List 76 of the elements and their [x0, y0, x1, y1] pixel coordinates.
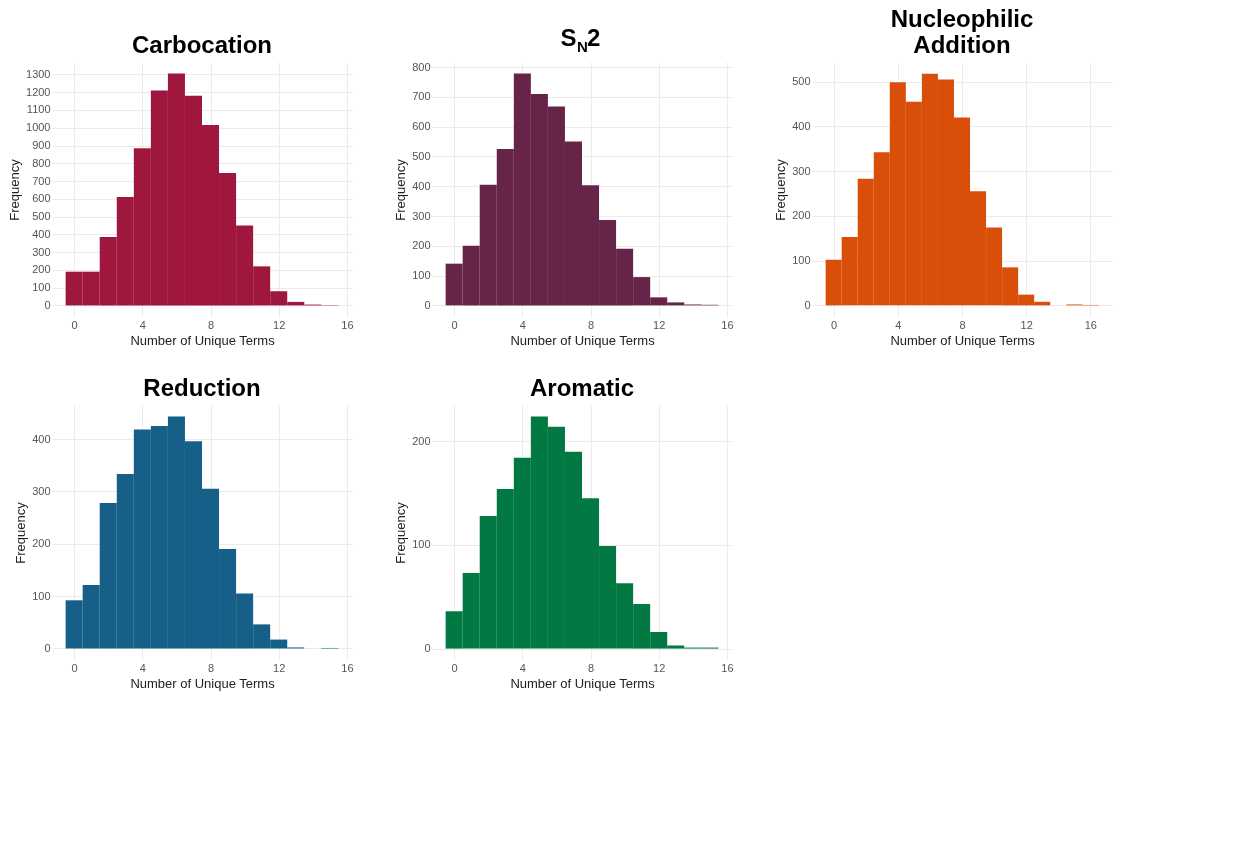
y-tick-label: 300: [32, 484, 51, 497]
chart-title: Aromatic: [529, 374, 635, 401]
y-tick-label: 100: [32, 281, 51, 294]
y-tick-label: 300: [792, 164, 811, 177]
y-tick-label: 100: [412, 538, 431, 551]
y-tick-label: 700: [32, 174, 51, 187]
y-tick-label: 0: [44, 641, 51, 654]
x-tick-label: 0: [451, 318, 458, 331]
y-tick-label: 800: [412, 60, 431, 73]
x-tick-label: 16: [1084, 318, 1097, 331]
y-tick-label: 200: [32, 263, 51, 276]
y-tick-label: 200: [792, 209, 811, 222]
y-tick-label: 500: [32, 210, 51, 223]
x-tick-label: 16: [721, 661, 734, 674]
y-tick-label: 300: [412, 209, 431, 222]
x-tick-label: 8: [959, 318, 966, 331]
x-tick-label: 8: [587, 661, 595, 674]
y-tick-label: 1200: [26, 85, 51, 98]
y-tick-label: 900: [32, 139, 51, 152]
x-tick-label: 4: [519, 661, 526, 674]
x-tick-label: 12: [273, 318, 286, 331]
x-tick-label: 16: [721, 318, 734, 331]
y-axis-title: Frequency: [393, 501, 409, 564]
y-axis-title: Frequency: [773, 158, 789, 221]
x-tick-label: 0: [831, 318, 838, 331]
x-axis-title: Number of Unique Terms: [510, 675, 656, 691]
x-tick-label: 12: [273, 661, 286, 674]
y-tick-label: 400: [32, 227, 51, 240]
y-tick-label: 400: [32, 432, 51, 445]
y-tick-label: 600: [412, 120, 431, 133]
y-axis-title: Frequency: [393, 158, 409, 221]
y-tick-label: 1100: [26, 103, 51, 116]
y-tick-label: 0: [424, 298, 431, 311]
y-tick-label: 700: [412, 90, 431, 103]
chart-title: Carbocation: [131, 31, 273, 58]
y-tick-label: 600: [32, 192, 51, 205]
x-axis-title: Number of Unique Terms: [130, 675, 276, 691]
chart-title: Reduction: [143, 374, 261, 401]
x-tick-label: 12: [653, 661, 666, 674]
y-tick-label: 200: [32, 537, 51, 550]
x-tick-label: 8: [207, 661, 215, 674]
y-tick-label: 100: [32, 589, 51, 602]
y-tick-label: 1000: [26, 121, 51, 134]
y-tick-label: 400: [412, 179, 431, 192]
x-tick-label: 4: [519, 318, 526, 331]
y-tick-label: 100: [792, 254, 811, 267]
x-axis-title: Number of Unique Terms: [510, 332, 656, 348]
x-tick-label: 12: [653, 318, 666, 331]
y-tick-label: 300: [32, 245, 51, 258]
x-tick-label: 8: [587, 318, 595, 331]
x-tick-label: 4: [139, 318, 146, 331]
x-tick-label: 0: [71, 661, 78, 674]
x-axis-title: Number of Unique Terms: [890, 332, 1036, 348]
y-tick-label: 0: [44, 298, 51, 311]
x-tick-label: 4: [139, 661, 146, 674]
x-tick-label: 0: [451, 661, 458, 674]
chart-title: Nucleophilic Addition: [890, 5, 1034, 58]
y-tick-label: 100: [412, 269, 431, 282]
y-tick-label: 800: [32, 156, 51, 169]
y-tick-label: 500: [412, 149, 431, 162]
x-axis-title: Number of Unique Terms: [130, 332, 276, 348]
y-tick-label: 0: [804, 298, 811, 311]
y-tick-label: 1300: [26, 67, 51, 80]
x-tick-label: 0: [71, 318, 78, 331]
y-axis-title: Frequency: [13, 501, 29, 564]
y-tick-label: 500: [792, 75, 811, 88]
x-tick-label: 16: [341, 661, 354, 674]
y-tick-label: 200: [412, 239, 431, 252]
y-tick-label: 0: [424, 642, 431, 655]
y-tick-label: 200: [412, 434, 431, 447]
y-tick-label: 400: [792, 119, 811, 132]
x-tick-label: 4: [895, 318, 902, 331]
y-axis-title: Frequency: [7, 158, 23, 221]
x-tick-label: 12: [1020, 318, 1033, 331]
x-tick-label: 16: [341, 318, 354, 331]
x-tick-label: 8: [207, 318, 215, 331]
